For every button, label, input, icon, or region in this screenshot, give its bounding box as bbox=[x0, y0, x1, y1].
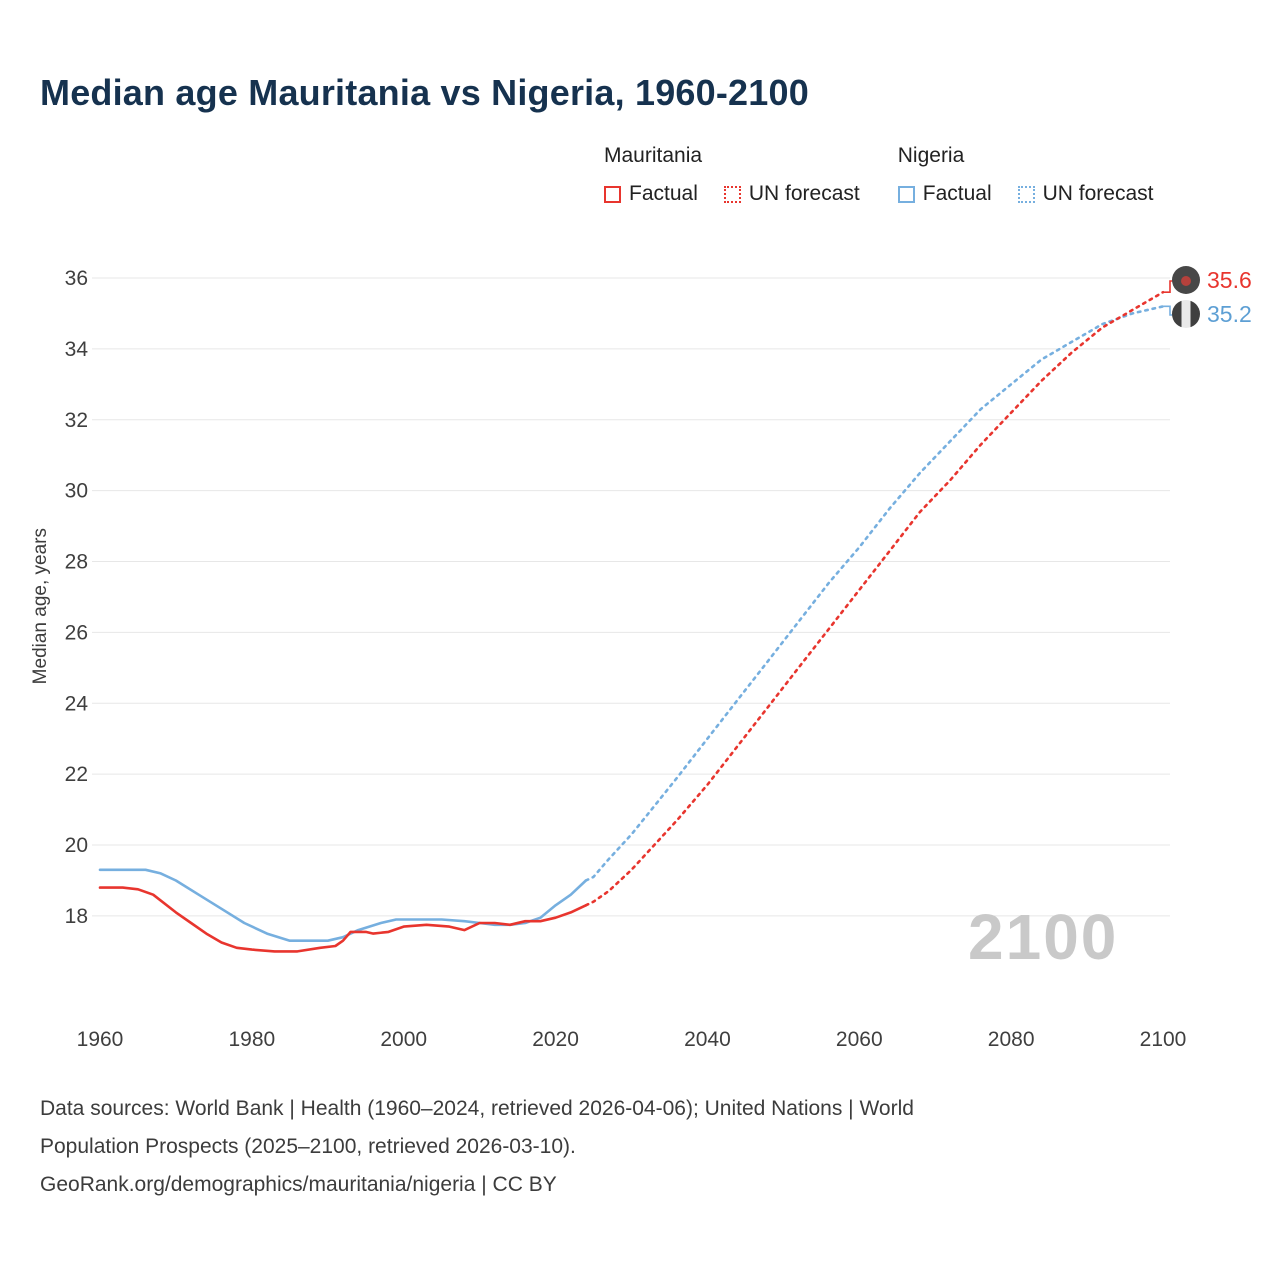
legend-label: Factual bbox=[922, 182, 992, 205]
nigeria-forecast-swatch-icon bbox=[1017, 185, 1035, 203]
year-watermark: 2100 bbox=[968, 901, 1119, 973]
svg-text:1960: 1960 bbox=[77, 1028, 124, 1051]
mauritania-end-label: 35.6 bbox=[1172, 266, 1252, 294]
mauritania-forecast-swatch-icon bbox=[723, 185, 741, 203]
legend-item-mauritania-factual[interactable]: Factual bbox=[604, 182, 698, 206]
svg-text:2020: 2020 bbox=[532, 1028, 579, 1051]
mauritania-flag-icon bbox=[1172, 266, 1200, 294]
chart-title: Median age Mauritania vs Nigeria, 1960-2… bbox=[40, 72, 809, 113]
footer-line-3[interactable]: GeoRank.org/demographics/mauritania/nige… bbox=[40, 1173, 557, 1196]
svg-text:2000: 2000 bbox=[380, 1028, 427, 1051]
nigeria-end-value: 35.2 bbox=[1207, 300, 1252, 327]
nigeria-flag-icon bbox=[1172, 300, 1200, 328]
svg-text:20: 20 bbox=[65, 834, 88, 857]
svg-text:2080: 2080 bbox=[988, 1028, 1035, 1051]
svg-text:28: 28 bbox=[65, 551, 88, 574]
svg-text:2060: 2060 bbox=[836, 1028, 883, 1051]
y-axis-title: Median age, years bbox=[30, 528, 51, 685]
svg-text:2040: 2040 bbox=[684, 1028, 731, 1051]
legend-label: UN forecast bbox=[748, 182, 860, 205]
svg-text:26: 26 bbox=[65, 621, 88, 644]
legend-group-nigeria: Nigeria Factual UN forecast bbox=[897, 144, 1154, 206]
legend-item-nigeria-forecast[interactable]: UN forecast bbox=[1017, 182, 1154, 206]
svg-text:30: 30 bbox=[65, 480, 88, 503]
data-sources-footer: Data sources: World Bank | Health (1960–… bbox=[40, 1090, 914, 1204]
legend-header-nigeria: Nigeria bbox=[897, 144, 965, 167]
legend-item-mauritania-forecast[interactable]: UN forecast bbox=[723, 182, 860, 206]
legend-group-mauritania: Mauritania Factual UN forecast bbox=[604, 144, 860, 206]
legend-header-mauritania: Mauritania bbox=[604, 144, 703, 167]
svg-text:32: 32 bbox=[65, 409, 88, 432]
nigeria-factual-swatch-icon bbox=[897, 185, 915, 203]
svg-text:22: 22 bbox=[65, 763, 88, 786]
svg-text:24: 24 bbox=[65, 692, 89, 715]
mauritania-factual-swatch-icon bbox=[604, 185, 621, 203]
svg-text:34: 34 bbox=[65, 338, 89, 361]
footer-line-1: Data sources: World Bank | Health (1960–… bbox=[40, 1097, 914, 1120]
legend-label: Factual bbox=[629, 182, 698, 205]
legend: Mauritania Factual UN forecast Nigeria F… bbox=[604, 144, 1154, 206]
svg-text:36: 36 bbox=[65, 267, 88, 290]
svg-text:1980: 1980 bbox=[228, 1028, 275, 1051]
legend-label: UN forecast bbox=[1042, 182, 1154, 205]
legend-item-nigeria-factual[interactable]: Factual bbox=[897, 182, 992, 206]
mauritania-end-value: 35.6 bbox=[1207, 266, 1252, 293]
nigeria-end-label: 35.2 bbox=[1172, 300, 1252, 328]
svg-text:18: 18 bbox=[65, 905, 88, 928]
svg-text:2100: 2100 bbox=[1140, 1028, 1187, 1051]
footer-line-2: Population Prospects (2025–2100, retriev… bbox=[40, 1135, 576, 1158]
